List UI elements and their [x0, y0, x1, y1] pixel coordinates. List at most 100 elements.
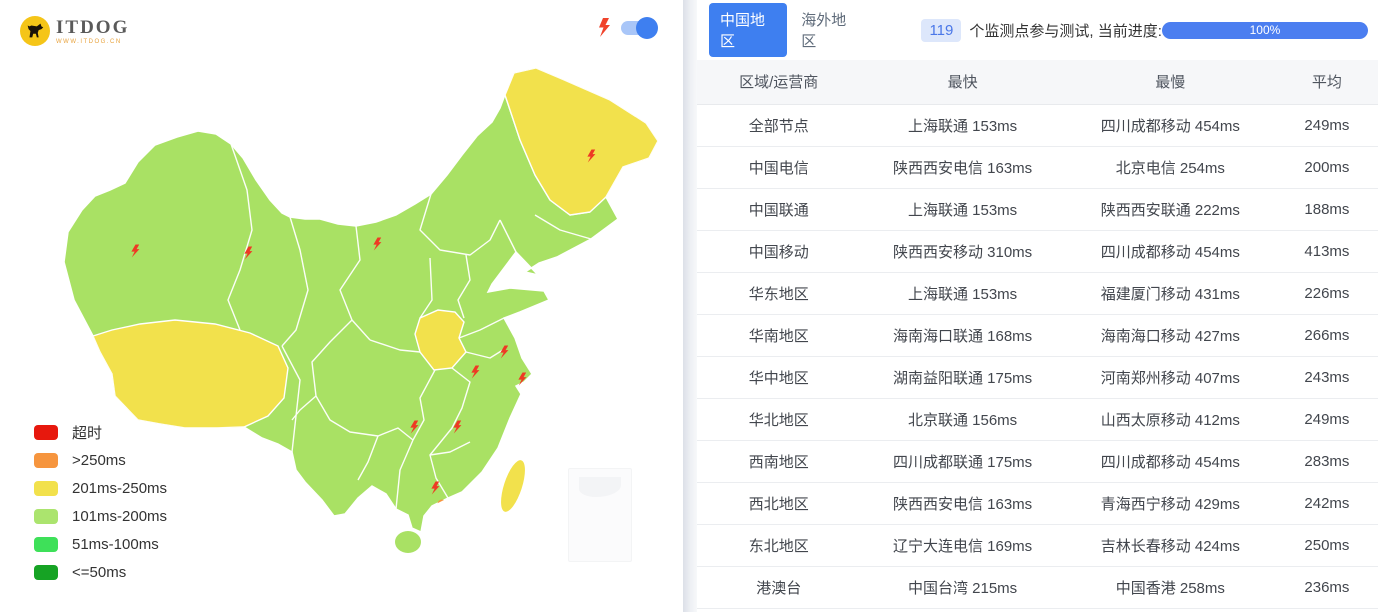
col-region: 区域/运营商 [697, 60, 861, 105]
table-cell: 上海联通 153ms [860, 272, 1065, 315]
table-row: 港澳台 中国台湾 215ms 中国香港 258ms 236ms [697, 566, 1378, 609]
legend-item: <=50ms [34, 564, 167, 581]
table-header-row: 区域/运营商 最快 最慢 平均 [697, 60, 1378, 105]
legend-item: 51ms-100ms [34, 535, 167, 553]
itdog-logo[interactable]: ITDOG WWW.ITDOG.CN [20, 16, 129, 46]
table-cell: 北京联通 156ms [860, 398, 1065, 441]
legend-item: 超时 [34, 424, 167, 442]
table-cell: 236ms [1275, 566, 1378, 609]
table-cell: 四川成都联通 175ms [860, 440, 1065, 483]
col-slowest: 最慢 [1064, 60, 1276, 105]
legend-label: >250ms [72, 451, 126, 469]
table-cell: 413ms [1275, 230, 1378, 273]
watermark [568, 468, 632, 562]
region-tibet[interactable] [92, 319, 289, 429]
table-cell: 海南海口联通 168ms [860, 314, 1065, 357]
table-cell: 河南郑州移动 407ms [1064, 356, 1276, 399]
table-cell: 226ms [1275, 272, 1378, 315]
table-cell: 中国联通 [697, 188, 861, 231]
status-label: 个监测点参与测试, 当前进度: [969, 22, 1162, 40]
table-cell: 中国台湾 215ms [860, 566, 1065, 609]
latency-legend: 超时 >250ms 201ms-250ms 101ms-200ms 51ms-100ms… [34, 424, 167, 592]
table-cell: 港澳台 [697, 566, 861, 609]
table-row: 中国联通 上海联通 153ms 陕西西安联通 222ms 188ms [697, 188, 1378, 231]
lightning-icon [599, 18, 610, 37]
region-taiwan[interactable] [496, 458, 530, 515]
legend-label: 51ms-100ms [72, 535, 159, 553]
table-cell: 陕西西安电信 163ms [860, 146, 1065, 189]
table-cell: 249ms [1275, 398, 1378, 441]
table-cell: 华中地区 [697, 356, 861, 399]
table-cell: 陕西西安移动 310ms [860, 230, 1065, 273]
table-cell: 283ms [1275, 440, 1378, 483]
legend-label: 超时 [72, 424, 103, 442]
table-cell: 243ms [1275, 356, 1378, 399]
legend-item: 101ms-200ms [34, 507, 168, 525]
legend-label: 101ms-200ms [72, 507, 168, 525]
table-cell: 四川成都移动 454ms [1064, 440, 1276, 483]
table-cell: 中国电信 [697, 146, 861, 189]
map-panel: ITDOG WWW.ITDOG.CN 超时 >250ms 201ms-250ms 10… [0, 0, 683, 612]
table-cell: 中国香港 258ms [1064, 566, 1276, 609]
legend-item: 201ms-250ms [34, 479, 168, 497]
region-heilongjiang[interactable] [504, 68, 658, 216]
legend-item: >250ms [34, 451, 167, 469]
legend-swatch [34, 536, 58, 552]
table-cell: 188ms [1275, 188, 1378, 231]
table-cell: 华东地区 [697, 272, 861, 315]
table-cell: 福建厦门移动 431ms [1064, 272, 1276, 315]
tab-overseas-region[interactable]: 海外地区 [801, 12, 847, 50]
table-cell: 西南地区 [697, 440, 861, 483]
table-cell: 华南地区 [697, 314, 861, 357]
legend-swatch [34, 480, 58, 496]
legend-swatch [34, 508, 58, 524]
table-row: 华中地区 湖南益阳联通 175ms 河南郑州移动 407ms 243ms [697, 356, 1378, 399]
table-cell: 中国移动 [697, 230, 861, 273]
table-row: 西北地区 陕西西安电信 163ms 青海西宁移动 429ms 242ms [697, 482, 1378, 525]
table-cell: 上海联通 153ms [860, 104, 1065, 147]
china-latency-map[interactable] [0, 0, 683, 612]
table-cell: 266ms [1275, 314, 1378, 357]
result-header: 中国地区 海外地区 119 个监测点参与测试, 当前进度: 100% [697, 0, 1378, 60]
table-cell: 华北地区 [697, 398, 861, 441]
progress-bar: 100% [1161, 21, 1368, 39]
legend-swatch [34, 424, 58, 440]
table-cell: 250ms [1275, 524, 1378, 567]
table-row: 西南地区 四川成都联通 175ms 四川成都移动 454ms 283ms [697, 440, 1378, 483]
dog-icon [20, 16, 50, 46]
table-row: 华南地区 海南海口联通 168ms 海南海口移动 427ms 266ms [697, 314, 1378, 357]
tab-china-region[interactable]: 中国地区 [709, 3, 788, 57]
table-row: 华北地区 北京联通 156ms 山西太原移动 412ms 249ms [697, 398, 1378, 441]
table-cell: 山西太原移动 412ms [1064, 398, 1276, 441]
table-cell: 四川成都移动 454ms [1064, 104, 1276, 147]
node-count-badge: 119 [921, 18, 962, 42]
region-henan[interactable] [414, 309, 467, 371]
table-cell: 湖南益阳联通 175ms [860, 356, 1065, 399]
col-fastest: 最快 [860, 60, 1065, 105]
region-orange-spot[interactable] [437, 499, 447, 509]
table-cell: 西北地区 [697, 482, 861, 525]
table-cell: 200ms [1275, 146, 1378, 189]
table-cell: 辽宁大连电信 169ms [860, 524, 1065, 567]
legend-label: 201ms-250ms [72, 479, 168, 497]
table-cell: 陕西西安联通 222ms [1064, 188, 1276, 231]
table-cell: 242ms [1275, 482, 1378, 525]
table-row: 中国电信 陕西西安电信 163ms 北京电信 254ms 200ms [697, 146, 1378, 189]
table-cell: 北京电信 254ms [1064, 146, 1276, 189]
map-display-toggle[interactable] [621, 16, 658, 39]
table-row: 华东地区 上海联通 153ms 福建厦门移动 431ms 226ms [697, 272, 1378, 315]
legend-swatch [34, 452, 58, 468]
region-hainan[interactable] [395, 531, 421, 553]
result-panel: 中国地区 海外地区 119 个监测点参与测试, 当前进度: 100% 区域/运营… [697, 0, 1378, 612]
latency-table: 区域/运营商 最快 最慢 平均 全部节点 上海联通 153ms 四川成都移动 454… [697, 60, 1378, 609]
table-cell: 海南海口移动 427ms [1064, 314, 1276, 357]
brand-title: ITDOG [56, 16, 130, 38]
table-row: 全部节点 上海联通 153ms 四川成都移动 454ms 249ms [697, 104, 1378, 147]
legend-swatch [34, 564, 58, 580]
table-cell: 上海联通 153ms [860, 188, 1065, 231]
brand-subtitle: WWW.ITDOG.CN [56, 38, 122, 45]
col-average: 平均 [1275, 60, 1378, 105]
table-cell: 吉林长春移动 424ms [1064, 524, 1276, 567]
table-cell: 青海西宁移动 429ms [1064, 482, 1276, 525]
